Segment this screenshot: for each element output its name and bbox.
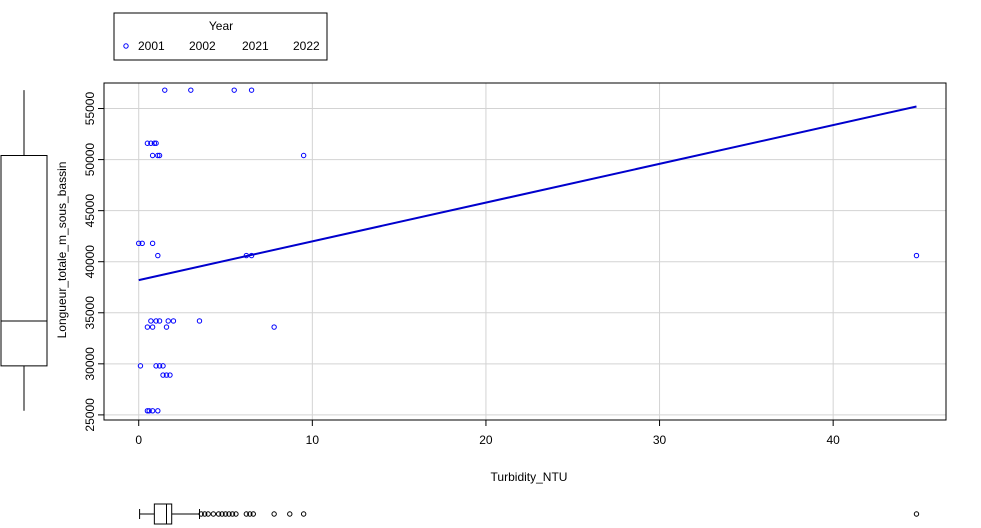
x-box-outlier — [243, 511, 250, 517]
x-marginal-boxplot — [139, 503, 920, 525]
data-point — [163, 372, 170, 378]
x-box — [153, 503, 173, 525]
legend-label-2002: 2002 — [189, 39, 216, 53]
x-box-outlier — [300, 511, 307, 517]
data-point — [139, 240, 145, 247]
data-point — [149, 240, 156, 247]
y-tick-label: 45000 — [83, 194, 97, 228]
legend-label-2021: 2021 — [242, 39, 269, 53]
data-point — [156, 152, 163, 159]
data-points — [136, 87, 920, 414]
x-box-outlier — [201, 511, 208, 517]
data-point — [148, 318, 154, 324]
y-tick-label: 35000 — [83, 296, 97, 330]
legend: Year 2001 2002 2021 2022 — [113, 12, 328, 61]
data-point — [148, 140, 154, 146]
data-point — [149, 152, 156, 159]
x-box-outlier — [229, 511, 236, 517]
data-point — [146, 408, 152, 414]
data-point — [156, 318, 163, 324]
x-tick-label: 30 — [653, 433, 667, 447]
x-box-outlier — [198, 511, 204, 517]
data-point — [162, 87, 168, 93]
x-box-outlier — [215, 511, 222, 517]
legend-title: Year — [209, 19, 233, 33]
data-point — [188, 87, 194, 93]
y-axis-label: Longueur_totale_m_sous_bassin — [55, 162, 69, 339]
x-box-outlier — [219, 511, 225, 517]
x-box-outlier — [233, 511, 239, 517]
data-point — [144, 324, 151, 330]
axes: 0 10 20 30 40 25000 30000 35000 40000 45000 50000 5… — [83, 92, 840, 447]
data-point — [153, 363, 159, 369]
data-point — [155, 408, 161, 414]
x-box-outlier — [271, 511, 277, 517]
data-point — [913, 252, 920, 259]
x-tick-label: 40 — [826, 433, 840, 447]
x-box-outlier — [222, 511, 229, 517]
data-point — [144, 408, 151, 414]
data-point — [155, 152, 161, 159]
data-point — [153, 140, 159, 146]
data-point — [149, 324, 156, 330]
data-point — [196, 318, 203, 324]
y-tick-label: 55000 — [83, 92, 97, 126]
regression-line-group — [138, 105, 917, 282]
data-point — [231, 87, 237, 93]
data-point — [170, 318, 177, 324]
y-tick-label: 40000 — [83, 245, 97, 279]
y-tick-label: 25000 — [83, 398, 97, 432]
y-tick-label: 50000 — [83, 143, 97, 177]
x-box-outlier — [205, 511, 211, 517]
data-point — [137, 363, 144, 369]
plot-frame — [103, 82, 947, 421]
data-point — [271, 324, 277, 330]
x-box-outlier — [226, 511, 232, 517]
data-point — [149, 408, 156, 414]
x-tick-label: 0 — [135, 433, 142, 447]
legend-label-2022: 2022 — [293, 39, 320, 53]
data-point — [300, 152, 307, 159]
grid — [104, 83, 946, 420]
x-tick-label: 20 — [479, 433, 493, 447]
x-tick-label: 10 — [306, 433, 320, 447]
data-point — [153, 318, 159, 324]
regression-line — [138, 105, 917, 282]
data-point — [144, 140, 151, 146]
legend-marker-2001 — [123, 43, 129, 49]
data-point — [248, 87, 255, 93]
y-marginal-boxplot — [0, 90, 48, 411]
data-point — [151, 140, 158, 146]
legend-label-2001: 2001 — [138, 39, 165, 53]
data-point — [136, 240, 142, 247]
x-box-outlier — [250, 511, 257, 517]
data-point — [160, 363, 166, 369]
x-box-outlier — [913, 511, 920, 517]
data-point — [155, 252, 161, 259]
x-box-outlier — [210, 511, 217, 517]
data-point — [160, 372, 166, 378]
x-box-outlier — [247, 511, 253, 517]
y-box — [0, 155, 48, 367]
y-tick-label: 30000 — [83, 347, 97, 381]
data-point — [165, 318, 171, 324]
x-axis-label: Turbidity_NTU — [491, 470, 568, 484]
data-point — [156, 363, 163, 369]
data-point — [167, 372, 173, 378]
legend-box — [113, 12, 328, 61]
x-box-outlier — [287, 511, 293, 517]
data-point — [163, 324, 170, 330]
